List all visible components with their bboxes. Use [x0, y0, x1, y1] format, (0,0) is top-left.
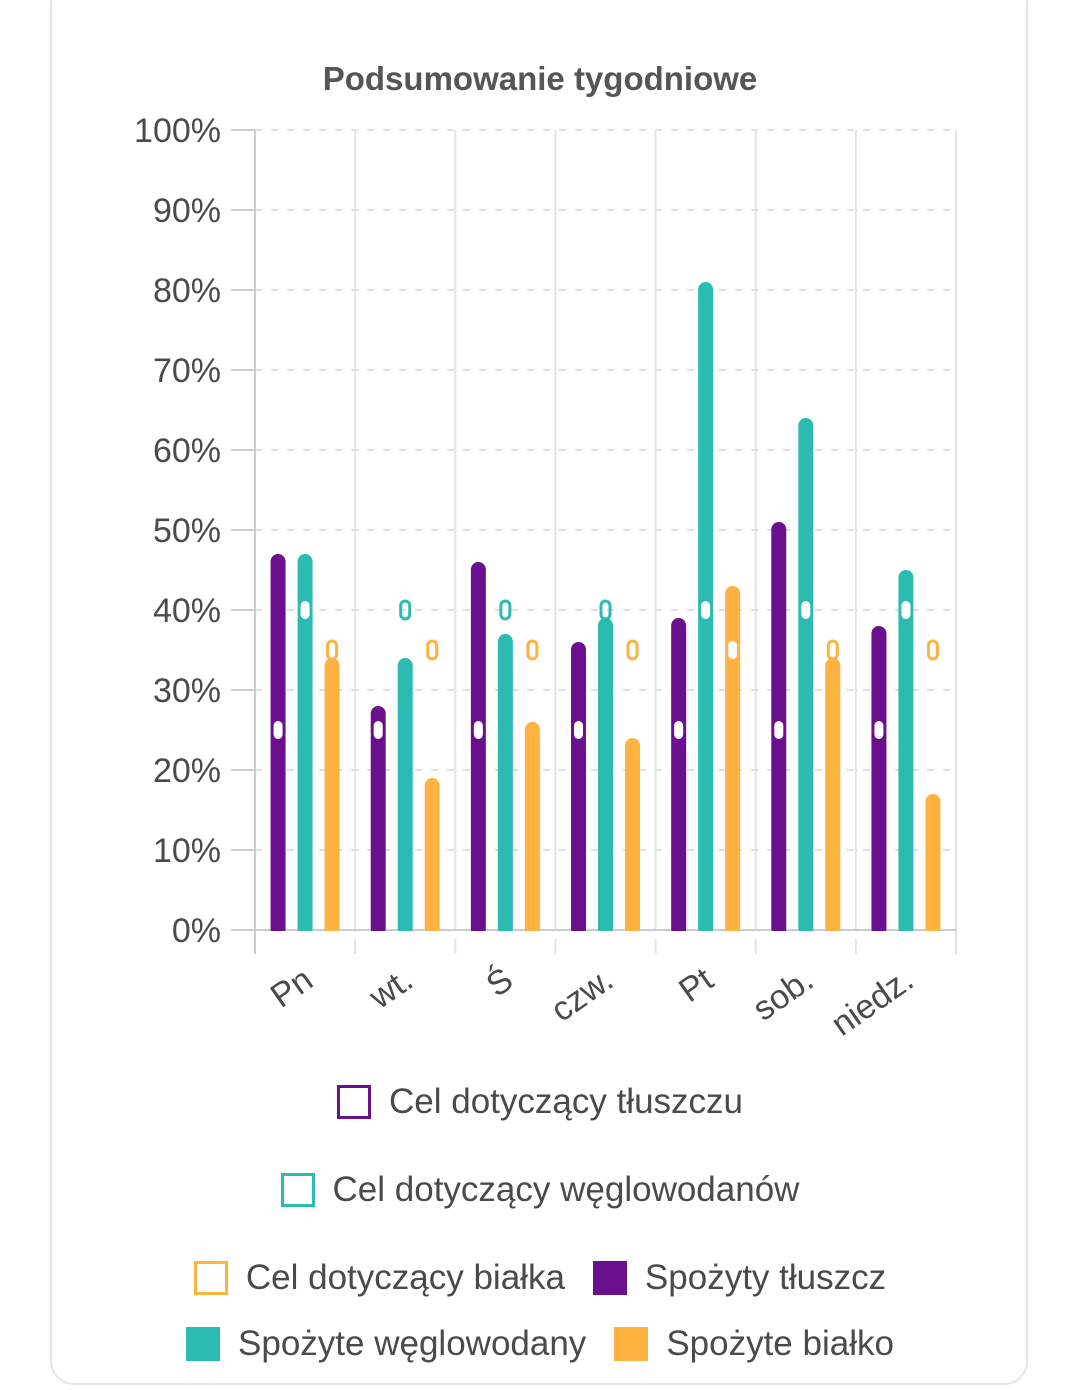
x-tick-label: Pt	[672, 960, 721, 1010]
x-tick-label: niedz.	[824, 960, 920, 1043]
goal-marker-carbs	[901, 601, 911, 619]
bars	[257, 282, 954, 939]
goal-marker-fat	[473, 721, 483, 739]
goal-marker-carbs	[801, 601, 811, 619]
bar-carbs	[397, 658, 413, 936]
bar-fat	[370, 706, 386, 936]
legend-item[interactable]: Spożyte białko	[614, 1322, 894, 1366]
bar-fat	[470, 562, 486, 936]
legend-swatch	[186, 1327, 221, 1361]
legend-swatch	[336, 1085, 371, 1119]
weekly-summary-chart: Podsumowanie tygodniowe 0% 10% 20% 30% 40% 50…	[134, 60, 957, 1044]
bar-protein	[925, 794, 941, 936]
goal-marker-fat	[774, 721, 784, 739]
goal-marker-carbs	[399, 599, 412, 621]
goal-marker-fat	[273, 721, 283, 739]
bar-carbs	[497, 634, 513, 936]
legend-item[interactable]: Cel dotyczący węglowodanów	[280, 1168, 800, 1212]
legend-item[interactable]: Spożyte węglowodany	[186, 1322, 586, 1366]
legend-label: Cel dotyczący białka	[245, 1258, 565, 1297]
x-tick-label: czw.	[544, 960, 620, 1029]
y-tick-label: 80%	[153, 272, 221, 310]
chart-card	[50, 0, 1028, 1385]
chart-title: Podsumowanie tygodniowe	[323, 60, 758, 97]
goal-marker-carbs	[300, 601, 310, 619]
legend: Cel dotyczący tłuszczu Cel dotyczący węgl…	[0, 1080, 1080, 1366]
y-tick-label: 20%	[153, 752, 221, 790]
bar-carbs	[598, 618, 613, 936]
bar-protein	[725, 586, 741, 936]
goal-marker-protein	[326, 639, 339, 661]
bar-carbs	[798, 418, 814, 936]
goal-markers	[273, 599, 939, 739]
legend-swatch	[592, 1261, 627, 1295]
x-tick-label: Pn	[264, 960, 320, 1015]
y-tick-label: 100%	[134, 112, 221, 150]
y-tick-label: 40%	[153, 592, 221, 630]
bar-fat	[871, 626, 887, 936]
goal-marker-carbs	[599, 599, 612, 621]
x-tick-label: wt.	[362, 960, 420, 1017]
x-tick-label: Ś	[479, 960, 520, 1005]
bar-carbs	[898, 570, 914, 936]
y-tick-label: 0%	[172, 912, 221, 950]
legend-label: Cel dotyczący węglowodanów	[332, 1170, 800, 1209]
y-tick-label: 50%	[153, 512, 221, 550]
legend-label: Spożyte węglowodany	[238, 1324, 587, 1363]
bar-protein	[424, 778, 440, 936]
bar-protein	[524, 722, 540, 936]
legend-swatch	[614, 1327, 649, 1361]
goal-marker-protein	[926, 639, 939, 661]
y-tick-label: 10%	[153, 832, 221, 870]
goal-marker-carbs	[701, 601, 711, 619]
y-tick-label: 30%	[153, 672, 221, 710]
goal-marker-fat	[674, 721, 684, 739]
bar-protein	[825, 658, 841, 936]
bar-fat	[671, 618, 687, 936]
bar-fat	[270, 554, 286, 936]
legend-item[interactable]: Spożyty tłuszcz	[592, 1256, 887, 1300]
goal-marker-protein	[626, 639, 639, 661]
y-tick-label: 60%	[153, 432, 221, 470]
goal-marker-carbs	[499, 599, 512, 621]
goal-marker-protein	[526, 639, 539, 661]
legend-label: Cel dotyczący tłuszczu	[388, 1082, 744, 1121]
bar-fat	[571, 642, 586, 936]
legend-swatch	[193, 1261, 228, 1295]
x-tick-label: sob.	[746, 960, 820, 1028]
legend-label: Spożyty tłuszcz	[644, 1258, 887, 1297]
goal-marker-fat	[874, 721, 884, 739]
goal-marker-protein	[426, 639, 439, 661]
bar-base-mask	[257, 931, 954, 939]
bar-carbs	[297, 554, 313, 936]
goal-marker-fat	[373, 721, 383, 739]
y-tick-label: 90%	[153, 192, 221, 230]
bar-protein	[324, 658, 340, 936]
legend-item[interactable]: Cel dotyczący tłuszczu	[336, 1080, 744, 1124]
goal-marker-protein	[728, 641, 738, 659]
legend-swatch	[280, 1173, 315, 1207]
legend-item[interactable]: Cel dotyczący białka	[193, 1256, 565, 1300]
y-tick-label: 70%	[153, 352, 221, 390]
goal-marker-protein	[826, 639, 839, 661]
legend-label: Spożyte białko	[666, 1324, 894, 1363]
bar-protein	[625, 738, 640, 936]
goal-marker-fat	[574, 721, 583, 739]
